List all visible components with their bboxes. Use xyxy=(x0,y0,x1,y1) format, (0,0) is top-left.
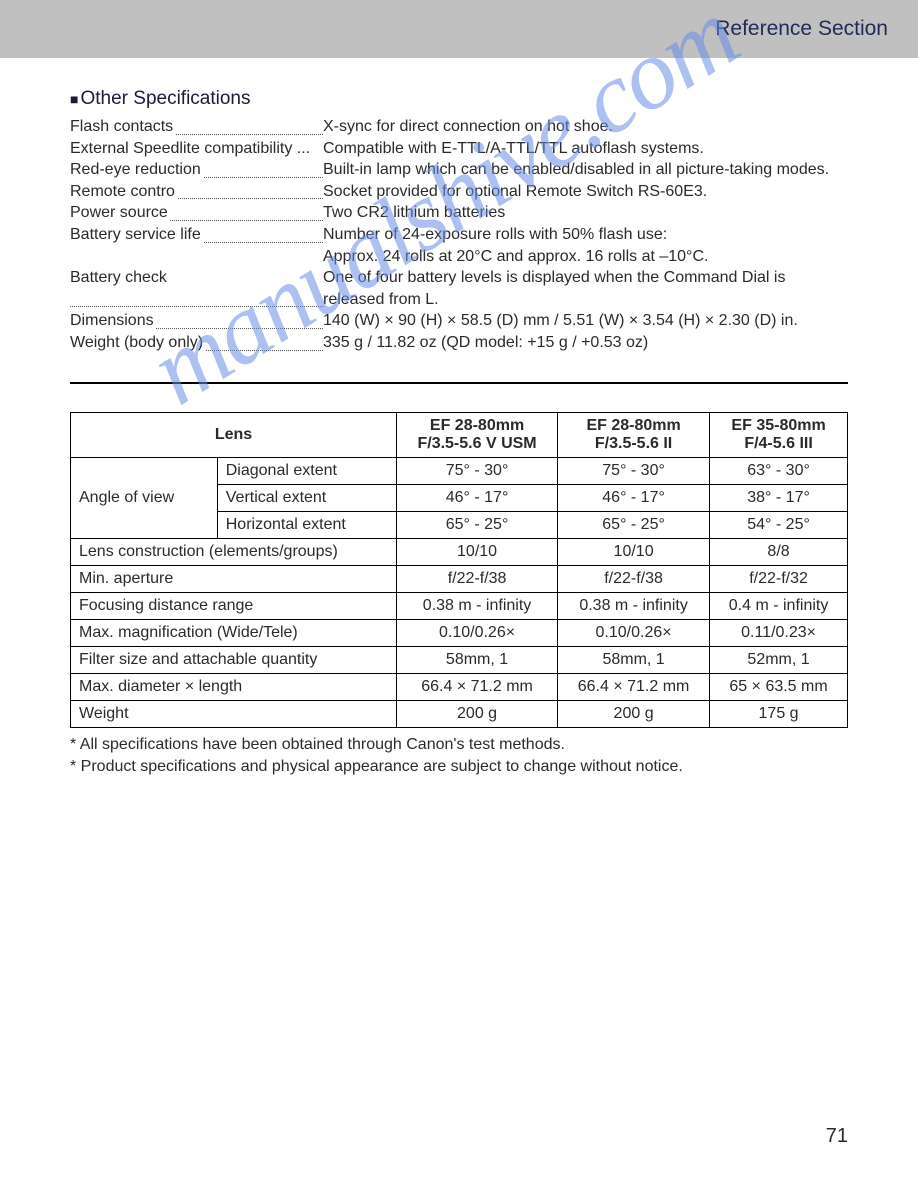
footnote: * Product specifications and physical ap… xyxy=(70,756,848,778)
spec-value: Socket provided for optional Remote Swit… xyxy=(323,181,848,203)
angle-of-view-label: Angle of view xyxy=(71,457,218,538)
spec-value: 140 (W) × 90 (H) × 58.5 (D) mm / 5.51 (W… xyxy=(323,310,848,332)
spec-label: Remote contro xyxy=(70,181,323,203)
spec-row: Flash contactsX-sync for direct connecti… xyxy=(70,116,848,138)
content-area: Other Specifications Flash contactsX-syn… xyxy=(0,58,918,778)
lens-cell: 38° - 17° xyxy=(710,484,848,511)
lens-column-header: EF 35-80mmF/4-5.6 III xyxy=(710,412,848,457)
footnotes: * All specifications have been obtained … xyxy=(70,734,848,779)
spec-list: Flash contactsX-sync for direct connecti… xyxy=(70,116,848,354)
spec-row: External Speedlite compatibility ...Comp… xyxy=(70,138,848,160)
lens-cell: 0.38 m - infinity xyxy=(558,592,710,619)
lens-row-label: Min. aperture xyxy=(71,565,397,592)
lens-cell: 66.4 × 71.2 mm xyxy=(558,673,710,700)
header-bar: Reference Section xyxy=(0,0,918,58)
lens-table: LensEF 28-80mmF/3.5-5.6 V USMEF 28-80mmF… xyxy=(70,412,848,728)
lens-row-label: Filter size and attachable quantity xyxy=(71,646,397,673)
spec-value: Number of 24-exposure rolls with 50% fla… xyxy=(323,224,848,246)
lens-cell: f/22-f/32 xyxy=(710,565,848,592)
lens-cell: 58mm, 1 xyxy=(397,646,558,673)
spec-row: Dimensions140 (W) × 90 (H) × 58.5 (D) mm… xyxy=(70,310,848,332)
lens-cell: 65 × 63.5 mm xyxy=(710,673,848,700)
lens-cell: 8/8 xyxy=(710,538,848,565)
lens-cell: 10/10 xyxy=(397,538,558,565)
lens-row-label: Lens construction (elements/groups) xyxy=(71,538,397,565)
spec-label: External Speedlite compatibility ... xyxy=(70,138,323,160)
lens-cell: 75° - 30° xyxy=(558,457,710,484)
lens-cell: 0.10/0.26× xyxy=(397,619,558,646)
spec-value: Two CR2 lithium batteries xyxy=(323,202,848,224)
spec-label: Dimensions xyxy=(70,310,323,332)
divider-rule xyxy=(70,382,848,384)
lens-cell: f/22-f/38 xyxy=(558,565,710,592)
lens-row-label: Max. magnification (Wide/Tele) xyxy=(71,619,397,646)
spec-label: Weight (body only) xyxy=(70,332,323,354)
lens-cell: 175 g xyxy=(710,700,848,727)
spec-row: Power sourceTwo CR2 lithium batteries xyxy=(70,202,848,224)
spec-value: Compatible with E-TTL/A-TTL/TTL autoflas… xyxy=(323,138,848,160)
lens-cell: 200 g xyxy=(558,700,710,727)
lens-cell: 0.38 m - infinity xyxy=(397,592,558,619)
spec-value: One of four battery levels is displayed … xyxy=(323,267,848,310)
spec-row: Battery service lifeNumber of 24-exposur… xyxy=(70,224,848,246)
lens-row-label: Weight xyxy=(71,700,397,727)
spec-value-continued: Approx. 24 rolls at 20°C and approx. 16 … xyxy=(70,246,848,268)
page-number: 71 xyxy=(826,1125,848,1148)
spec-label: Battery service life xyxy=(70,224,323,246)
lens-cell: 200 g xyxy=(397,700,558,727)
lens-cell: 46° - 17° xyxy=(397,484,558,511)
section-title: Other Specifications xyxy=(70,88,848,110)
spec-value: Built-in lamp which can be enabled/disab… xyxy=(323,159,848,181)
spec-value: X-sync for direct connection on hot shoe… xyxy=(323,116,848,138)
lens-cell: 66.4 × 71.2 mm xyxy=(397,673,558,700)
lens-cell: 0.4 m - infinity xyxy=(710,592,848,619)
lens-cell: 52mm, 1 xyxy=(710,646,848,673)
spec-label: Red-eye reduction xyxy=(70,159,323,181)
spec-value: 335 g / 11.82 oz (QD model: +15 g / +0.5… xyxy=(323,332,848,354)
lens-column-header: EF 28-80mmF/3.5-5.6 II xyxy=(558,412,710,457)
spec-row: Red-eye reductionBuilt-in lamp which can… xyxy=(70,159,848,181)
lens-cell: 10/10 xyxy=(558,538,710,565)
lens-cell: 0.11/0.23× xyxy=(710,619,848,646)
angle-sub-label: Diagonal extent xyxy=(217,457,396,484)
footnote: * All specifications have been obtained … xyxy=(70,734,848,756)
lens-cell: 54° - 25° xyxy=(710,511,848,538)
spec-row: Weight (body only)335 g / 11.82 oz (QD m… xyxy=(70,332,848,354)
lens-cell: 58mm, 1 xyxy=(558,646,710,673)
lens-row-label: Focusing distance range xyxy=(71,592,397,619)
lens-cell: 46° - 17° xyxy=(558,484,710,511)
spec-label: Flash contacts xyxy=(70,116,323,138)
lens-column-header: EF 28-80mmF/3.5-5.6 V USM xyxy=(397,412,558,457)
lens-cell: 75° - 30° xyxy=(397,457,558,484)
angle-sub-label: Vertical extent xyxy=(217,484,396,511)
angle-sub-label: Horizontal extent xyxy=(217,511,396,538)
lens-header: Lens xyxy=(71,412,397,457)
lens-cell: f/22-f/38 xyxy=(397,565,558,592)
lens-cell: 65° - 25° xyxy=(397,511,558,538)
header-title: Reference Section xyxy=(715,17,888,41)
lens-cell: 0.10/0.26× xyxy=(558,619,710,646)
lens-cell: 63° - 30° xyxy=(710,457,848,484)
spec-row: Remote controSocket provided for optiona… xyxy=(70,181,848,203)
spec-label: Battery check xyxy=(70,267,323,310)
lens-row-label: Max. diameter × length xyxy=(71,673,397,700)
spec-row: Battery checkOne of four battery levels … xyxy=(70,267,848,310)
spec-label: Power source xyxy=(70,202,323,224)
lens-cell: 65° - 25° xyxy=(558,511,710,538)
